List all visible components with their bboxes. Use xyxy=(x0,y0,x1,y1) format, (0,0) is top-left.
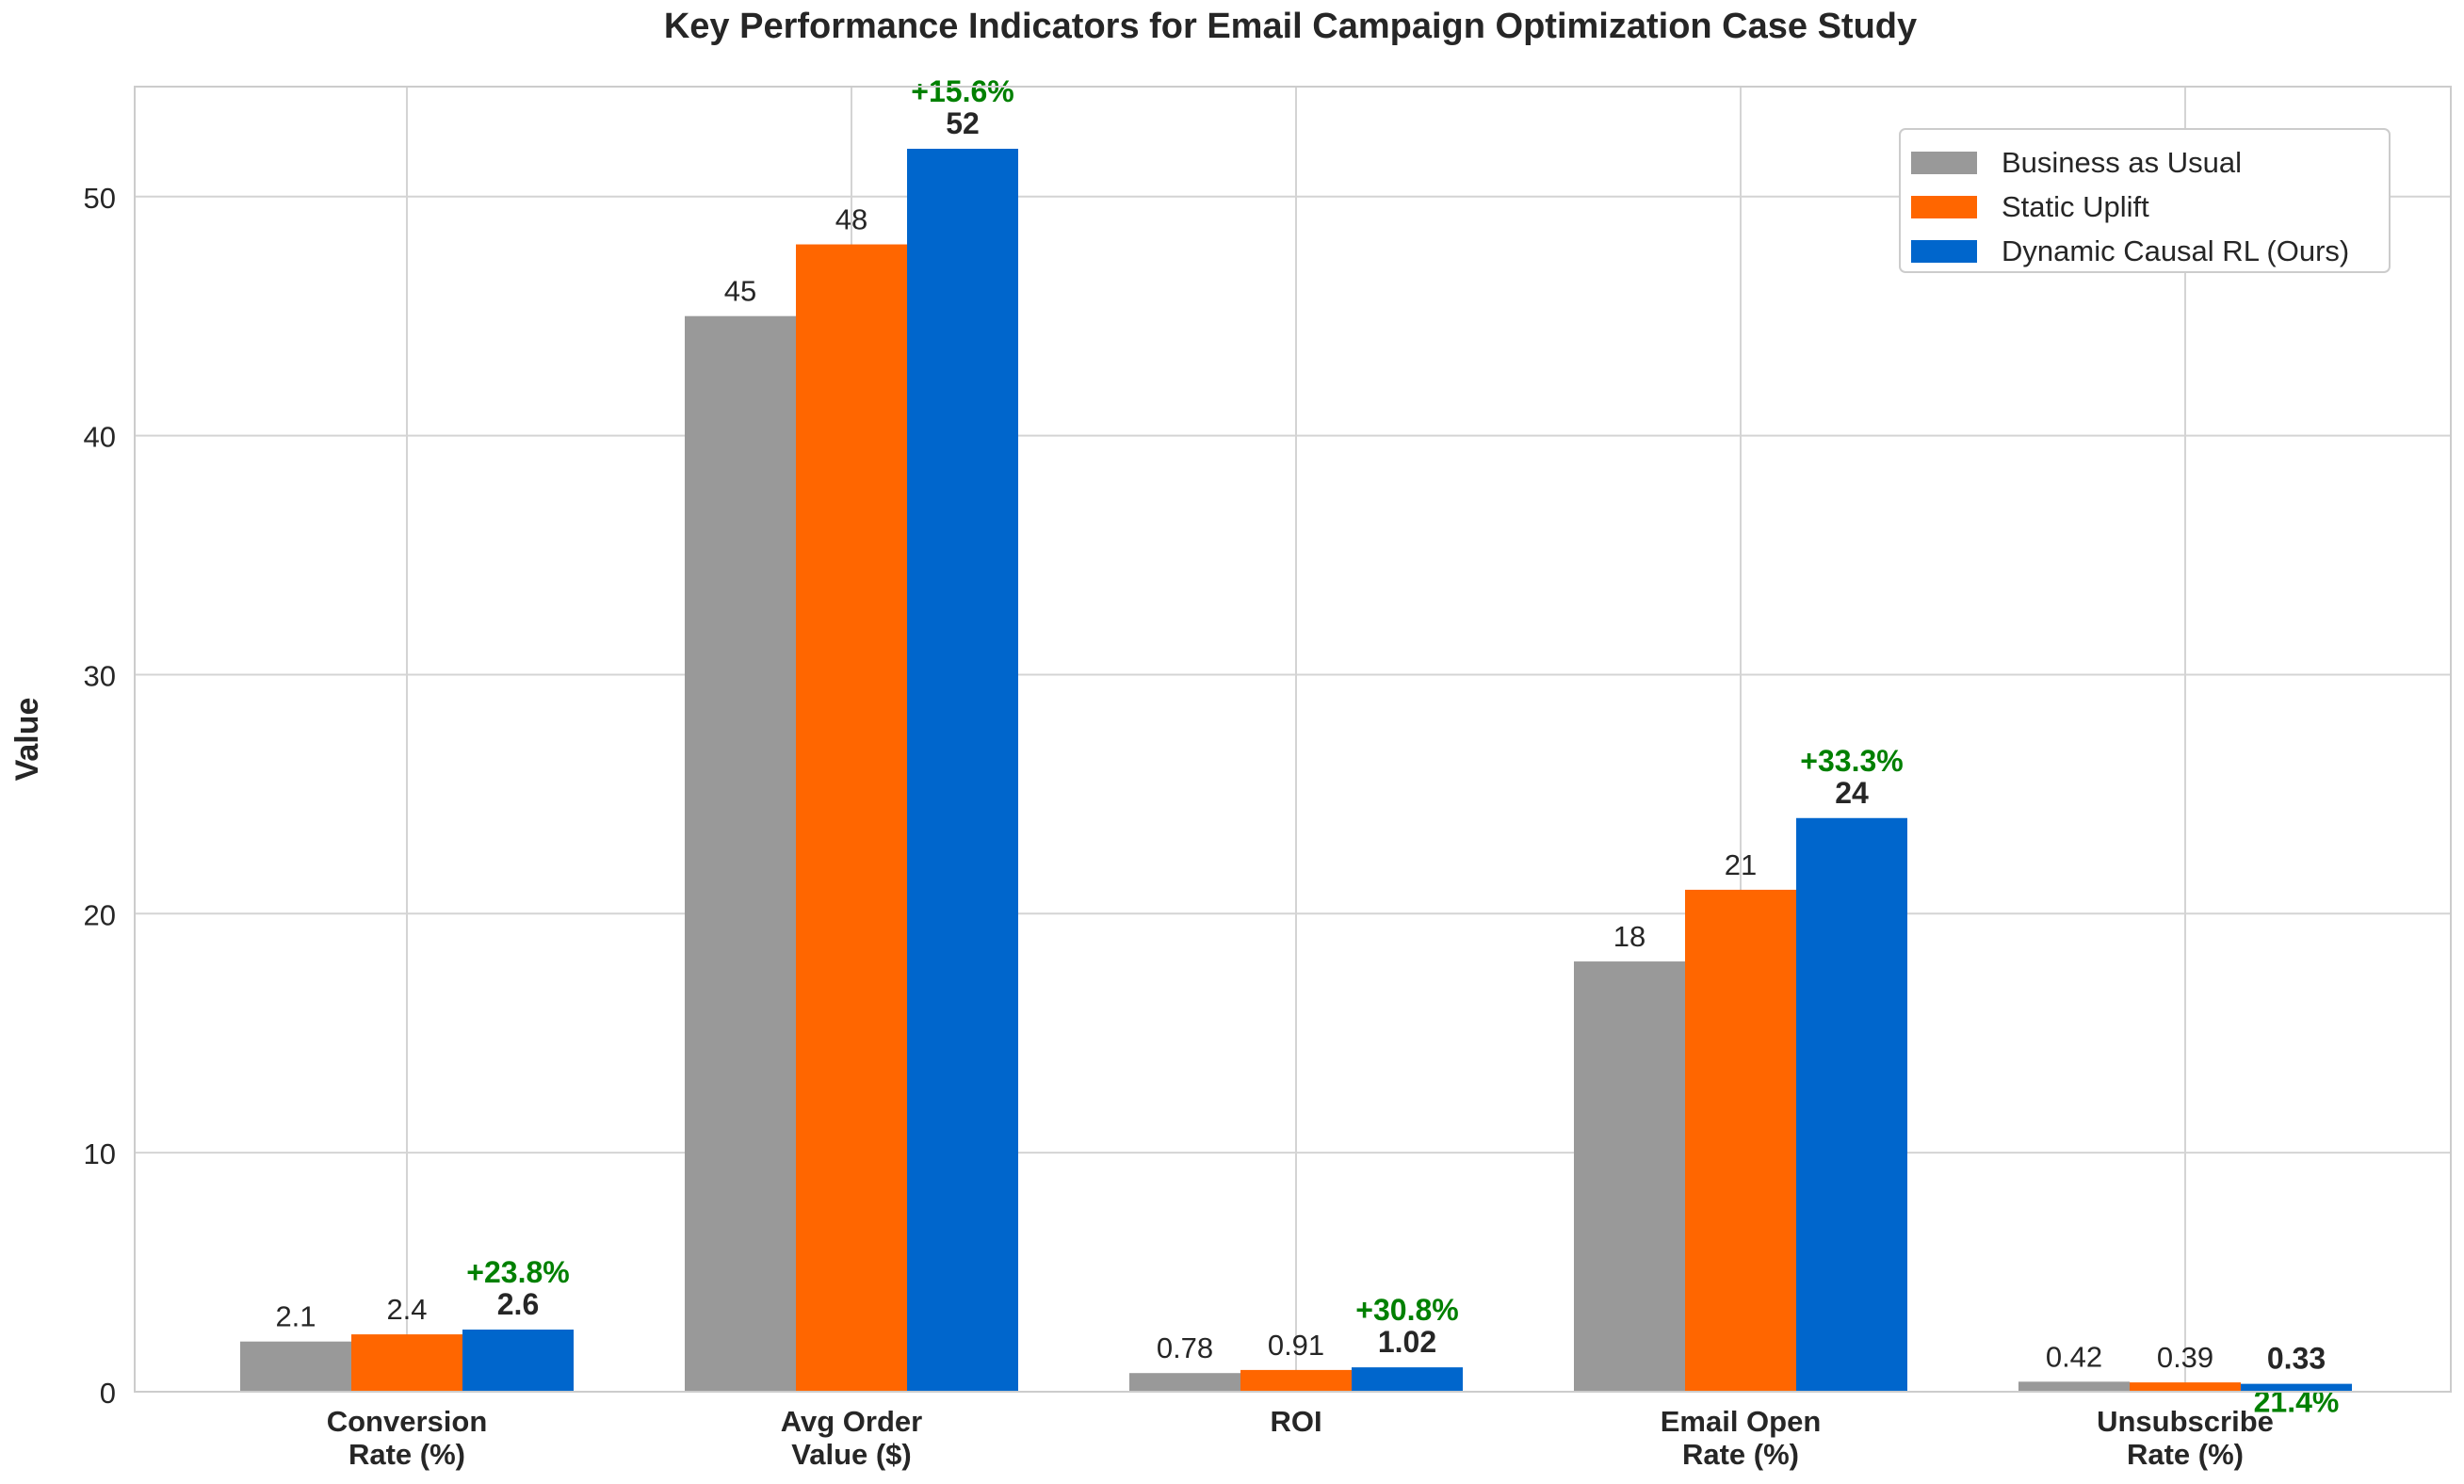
bar xyxy=(1240,1369,1352,1392)
x-tick-label: Unsubscribe Rate (%) xyxy=(2097,1405,2274,1471)
bar-value-label: 0.78 xyxy=(1157,1331,1213,1364)
x-tick-label-line: Email Open xyxy=(1661,1405,1822,1438)
bar-value-label: 0.42 xyxy=(2046,1340,2102,1373)
y-tick-label: 30 xyxy=(84,659,116,692)
x-tick-label: Email Open Rate (%) xyxy=(1661,1405,1822,1471)
x-tick-label: Conversion Rate (%) xyxy=(327,1405,488,1471)
bar xyxy=(2241,1383,2352,1392)
x-tick-label-line: Avg Order xyxy=(781,1405,922,1438)
x-tick-label-line: Value ($) xyxy=(791,1438,912,1471)
x-tick-label: ROI xyxy=(1270,1405,1321,1438)
improvement-label: +23.8% xyxy=(466,1255,569,1289)
improvement-label: 21.4% xyxy=(2254,1385,2340,1419)
bar-value-label: 52 xyxy=(946,106,980,140)
legend-label: Static Uplift xyxy=(2002,190,2149,223)
legend-swatch xyxy=(1911,196,1977,218)
bar xyxy=(685,315,796,1392)
bar xyxy=(1574,961,1685,1392)
bar xyxy=(1129,1373,1240,1392)
bar-value-label: 2.6 xyxy=(497,1287,539,1321)
bar-value-label: 0.39 xyxy=(2157,1341,2213,1374)
bar xyxy=(2018,1381,2130,1392)
y-tick-label: 10 xyxy=(84,1137,116,1170)
x-tick-label-line: Rate (%) xyxy=(349,1438,465,1471)
bar-value-label: 1.02 xyxy=(1378,1325,1436,1359)
legend-swatch xyxy=(1911,240,1977,263)
bar-value-label: 0.91 xyxy=(1268,1329,1324,1362)
x-tick-label: Avg Order Value ($) xyxy=(781,1405,922,1471)
legend-box xyxy=(1899,128,2391,273)
bar-value-label: 2.4 xyxy=(386,1293,427,1326)
bar-value-label: 45 xyxy=(724,275,756,308)
bar-value-label: 48 xyxy=(835,203,867,236)
bar xyxy=(240,1341,351,1392)
improvement-label: +33.3% xyxy=(1800,744,1903,778)
y-tick-label: 0 xyxy=(100,1377,116,1410)
bar-value-label: 2.1 xyxy=(275,1300,316,1333)
y-axis-label: Value xyxy=(9,698,45,782)
bar xyxy=(1685,889,1796,1392)
y-tick-label: 40 xyxy=(84,421,116,454)
improvement-label: +15.6% xyxy=(911,74,1013,108)
bar xyxy=(907,149,1018,1392)
legend-label: Business as Usual xyxy=(2002,146,2242,179)
x-tick-label-line: Rate (%) xyxy=(1682,1438,1799,1471)
labels-layer: 2.1 45 0.78 18 0.42 2.4 48 0.91 21 0.39 2.6 52 1.02 2… xyxy=(275,74,2339,1419)
y-tick-label: 20 xyxy=(84,898,116,931)
bar xyxy=(796,244,907,1392)
bar-value-label: 21 xyxy=(1725,848,1757,881)
x-tick-label-line: Unsubscribe xyxy=(2097,1405,2274,1438)
bar-value-label: 18 xyxy=(1613,920,1645,953)
bar-value-label: 0.33 xyxy=(2267,1342,2326,1376)
legend-swatch xyxy=(1911,152,1977,174)
x-tick-label-line: Conversion xyxy=(327,1405,488,1438)
bar xyxy=(1796,817,1907,1392)
bars-layer xyxy=(240,149,2352,1392)
bar xyxy=(2130,1382,2241,1392)
legend: Business as Usual Static Uplift Dynamic Ca… xyxy=(1899,128,2391,273)
bar-value-label: 24 xyxy=(1835,776,1869,810)
bar xyxy=(1352,1367,1463,1392)
improvement-label: +30.8% xyxy=(1355,1293,1458,1327)
chart-title: Key Performance Indicators for Email Cam… xyxy=(664,7,1917,46)
legend-label: Dynamic Causal RL (Ours) xyxy=(2002,234,2349,267)
x-tick-label-line: Rate (%) xyxy=(2127,1438,2244,1471)
plot-frame xyxy=(134,86,2452,1393)
x-tick-label-line: ROI xyxy=(1270,1405,1321,1438)
y-tick-label: 50 xyxy=(84,182,116,215)
bar xyxy=(462,1330,574,1392)
bar xyxy=(351,1334,462,1392)
